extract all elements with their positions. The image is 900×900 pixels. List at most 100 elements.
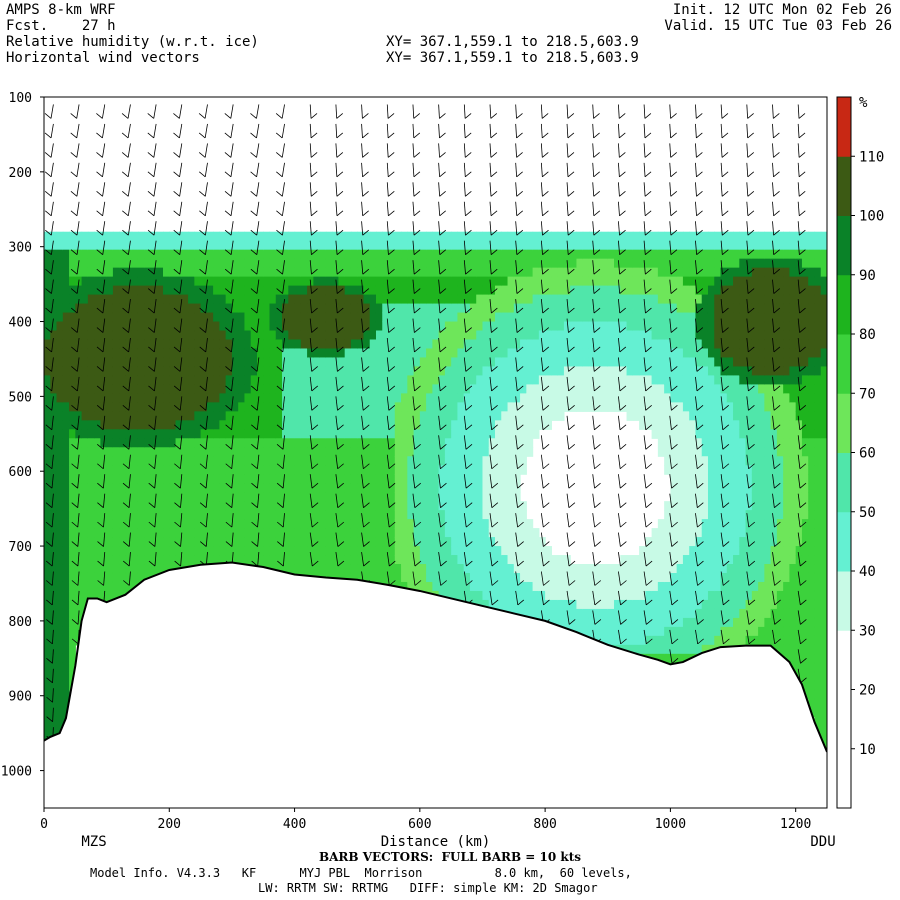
rh-cell: [363, 240, 371, 251]
rh-cell: [488, 411, 496, 421]
rh-cell: [457, 483, 465, 493]
rh-cell: [545, 249, 552, 260]
rh-cell: [194, 249, 202, 260]
rh-cell: [137, 366, 145, 377]
rh-cell: [275, 384, 283, 394]
rh-cell: [100, 572, 108, 583]
rh-cell: [595, 330, 603, 341]
rh-cell: [150, 321, 158, 332]
rh-cell: [269, 519, 277, 529]
rh-cell: [112, 240, 120, 251]
rh-cell: [582, 303, 590, 314]
rh-cell: [532, 384, 540, 394]
rh-cell: [639, 366, 646, 377]
rh-cell: [112, 501, 120, 511]
rh-cell: [56, 258, 64, 269]
rh-cell: [188, 429, 195, 439]
rh-cell: [783, 599, 791, 610]
rh-cell: [501, 339, 509, 350]
rh-cell: [776, 285, 784, 296]
rh-cell: [238, 465, 246, 475]
rh-cell: [375, 402, 383, 412]
rh-cell: [551, 393, 559, 403]
rh-cell: [632, 617, 640, 628]
rh-cell: [294, 258, 302, 269]
rh-cell: [94, 483, 101, 493]
rh-cell: [745, 294, 753, 305]
rh-cell: [244, 492, 252, 502]
rh-cell: [432, 564, 440, 574]
rh-cell: [338, 294, 346, 305]
rh-cell: [714, 384, 722, 394]
rh-cell: [307, 285, 314, 296]
rh-cell: [319, 348, 327, 359]
rh-cell: [75, 599, 83, 610]
rh-cell: [426, 528, 433, 538]
rh-cell: [689, 339, 697, 350]
rh-cell: [56, 402, 64, 412]
rh-cell: [169, 474, 177, 484]
rh-cell: [632, 285, 640, 296]
rh-cell: [119, 249, 127, 260]
rh-cell: [657, 537, 665, 547]
rh-cell: [513, 231, 521, 242]
rh-cell: [651, 429, 659, 439]
rh-cell: [313, 492, 321, 502]
rh-cell: [407, 447, 415, 457]
rh-cell: [350, 447, 358, 457]
rh-cell: [482, 411, 490, 421]
rh-cell: [219, 375, 227, 385]
rh-cell: [300, 411, 308, 421]
rh-cell: [344, 465, 352, 475]
rh-cell: [144, 321, 152, 332]
rh-cell: [319, 294, 327, 305]
rh-cell: [231, 348, 239, 359]
rh-cell: [701, 402, 709, 412]
rh-cell: [388, 510, 396, 520]
rh-cell: [419, 375, 427, 385]
rh-cell: [501, 537, 509, 547]
rh-cell: [150, 375, 158, 385]
rh-cell: [407, 411, 415, 421]
rh-cell: [463, 483, 471, 493]
rh-cell: [664, 249, 671, 260]
rh-cell: [81, 510, 89, 520]
rh-cell: [551, 330, 559, 341]
rh-cell: [614, 285, 621, 296]
rh-cell: [676, 267, 684, 278]
rh-cell: [288, 312, 296, 323]
rh-cell: [601, 581, 609, 592]
rh-cell: [238, 348, 246, 359]
rh-cell: [607, 339, 615, 350]
rh-cell: [451, 294, 459, 305]
rh-cell: [407, 429, 415, 439]
rh-cell: [770, 590, 778, 601]
rh-cell: [163, 411, 170, 421]
rh-cell: [488, 375, 496, 385]
rh-cell: [682, 357, 690, 368]
rh-cell: [81, 303, 89, 314]
rh-cell: [288, 501, 296, 511]
rh-cell: [413, 510, 421, 520]
rh-cell: [657, 572, 665, 583]
rh-cell: [801, 501, 809, 511]
rh-cell: [112, 546, 120, 556]
rh-cell: [131, 519, 139, 529]
rh-cell: [219, 528, 227, 538]
rh-cell: [62, 671, 70, 682]
rh-cell: [513, 438, 521, 448]
rh-cell: [94, 456, 101, 466]
rh-cell: [451, 420, 459, 430]
rh-cell: [407, 546, 415, 556]
rh-cell: [44, 366, 51, 377]
rh-cell: [369, 519, 377, 529]
rh-cell: [369, 366, 377, 377]
rh-cell: [206, 321, 214, 332]
rh-cell: [664, 465, 671, 475]
rh-cell: [263, 555, 271, 565]
rh-cell: [476, 312, 484, 323]
rh-cell: [231, 492, 239, 502]
rh-cell: [601, 267, 609, 278]
rh-cell: [720, 456, 728, 466]
rh-cell: [733, 626, 740, 637]
